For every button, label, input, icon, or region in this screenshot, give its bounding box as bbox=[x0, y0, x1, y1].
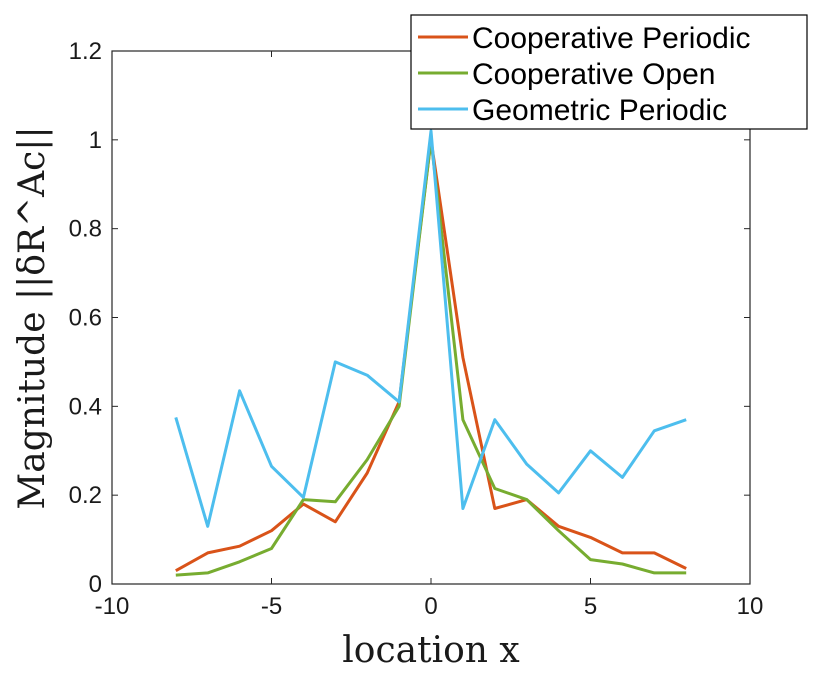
axis-ticks: -10 -5 0 5 10 0 0.2 0.4 0.6 0.8 1 1.2 bbox=[69, 38, 764, 620]
y-tick-label: 0.2 bbox=[69, 482, 102, 509]
y-tick-label: 0.8 bbox=[69, 216, 102, 243]
legend-label: Cooperative Periodic bbox=[472, 22, 750, 55]
legend-label: Cooperative Open bbox=[472, 58, 716, 91]
series-line-geometric-periodic bbox=[174, 129, 687, 528]
x-tick-label: -5 bbox=[261, 593, 282, 620]
legend-box bbox=[410, 14, 808, 130]
y-tick-label: 0.6 bbox=[69, 305, 102, 332]
y-tick-label: 1.2 bbox=[69, 38, 102, 65]
y-tick-label: 0.4 bbox=[69, 393, 102, 420]
y-axis-label: Magnitude ||δR^Ac|| bbox=[12, 126, 53, 509]
x-tick-label: 5 bbox=[584, 593, 597, 620]
x-tick-label: 0 bbox=[424, 593, 437, 620]
legend-label: Geometric Periodic bbox=[472, 94, 727, 127]
y-tick-label: 1 bbox=[89, 127, 102, 154]
series-lines bbox=[174, 129, 687, 577]
x-axis-label: location x bbox=[342, 630, 519, 671]
x-tick-label: -10 bbox=[95, 593, 130, 620]
x-tick-label: 10 bbox=[737, 593, 764, 620]
y-tick-label: 0 bbox=[89, 571, 102, 598]
